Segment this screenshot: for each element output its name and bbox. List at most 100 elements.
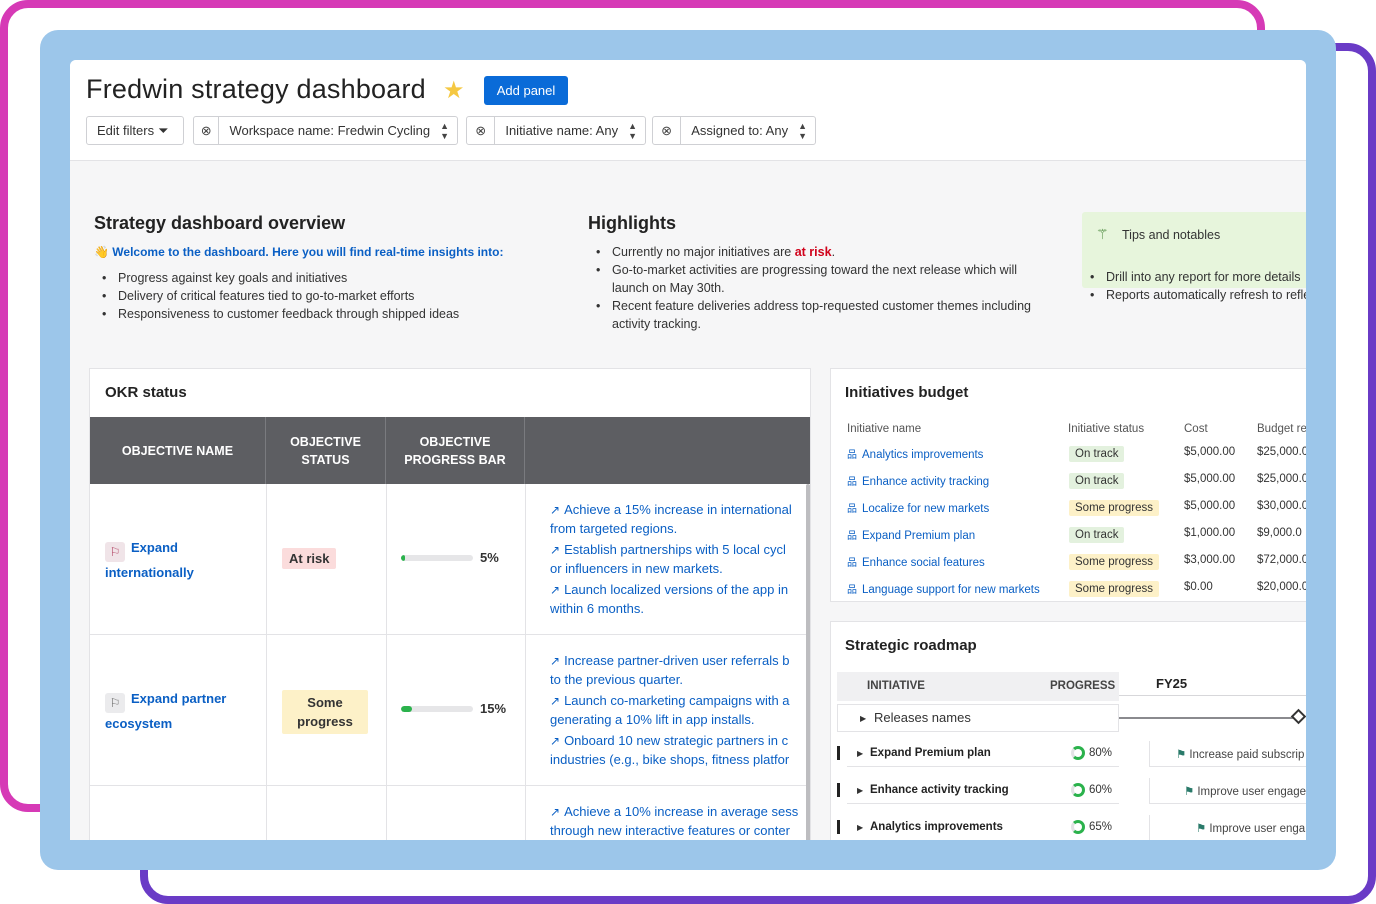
table-row: 品 Enhance social features Some progress $… [831, 548, 1306, 575]
period-label: FY25 [1156, 676, 1188, 691]
trend-up-icon: ↗ [550, 503, 561, 517]
col-cost[interactable]: Cost [1184, 423, 1208, 435]
progress-bar [401, 555, 473, 561]
page-title: Fredwin strategy dashboard [86, 74, 426, 104]
col-objective-status[interactable]: OBJECTIVE STATUS [266, 417, 386, 484]
initiatives-budget-panel: Initiatives budget Initiative name Initi… [830, 368, 1306, 602]
workspace-filter[interactable]: ⊗ Workspace name: Fredwin Cycling ▲ ▼ [193, 116, 458, 145]
key-result-link[interactable]: ↗ Increase partner-driven user referrals … [550, 653, 790, 687]
releases-row[interactable]: ▶ Releases names [837, 704, 1119, 732]
hierarchy-icon: 品 [847, 477, 857, 488]
edit-filters-label: Edit filters [97, 123, 155, 138]
list-item: Progress against key goals and initiativ… [94, 269, 459, 287]
list-item: Recent feature deliveries address top-re… [588, 297, 1068, 333]
goal-label[interactable]: ⚑ Improve user engage [1184, 786, 1306, 798]
column-divider [266, 484, 267, 840]
flag-icon: ⚐ [105, 542, 125, 562]
key-result-link[interactable]: ↗ Launch co-marketing campaigns with a gen… [550, 693, 790, 727]
progress-bar [401, 706, 473, 712]
caret-right-icon[interactable]: ▶ [857, 823, 864, 832]
status-badge: Some progress [1069, 581, 1159, 597]
initiative-name: Enhance activity tracking [870, 784, 1009, 796]
tips-list: Drill into any report for more details R… [1082, 268, 1306, 304]
table-row: ⚐ Expand internationally At risk 5% ↗ Achie… [90, 484, 810, 635]
col-budget[interactable]: Budget re [1257, 423, 1306, 435]
flag-icon: ⚑ [1196, 823, 1207, 835]
status-badge: Some progress [282, 690, 368, 734]
highlight-text: . [831, 245, 836, 259]
clear-circle-icon[interactable]: ⊗ [194, 117, 220, 144]
assigned-filter[interactable]: ⊗ Assigned to: Any ▲ ▼ [652, 116, 816, 145]
initiative-link[interactable]: 品 Language support for new markets [847, 584, 1040, 596]
trend-up-icon: ↗ [550, 583, 561, 597]
edit-filters-button[interactable]: Edit filters ⏷ [86, 116, 184, 145]
progress-fill [401, 555, 405, 561]
key-results-list: ↗ Increase partner-driven user referrals … [550, 652, 810, 772]
list-item: Go-to-market activities are progressing … [588, 261, 1068, 297]
col-initiative-name[interactable]: Initiative name [847, 423, 922, 435]
key-result-link[interactable]: ↗ Launch localized versions of the app in… [550, 582, 789, 616]
trend-up-icon: ↗ [550, 805, 561, 819]
period-divider [1119, 695, 1306, 696]
caret-right-icon[interactable]: ▶ [857, 749, 864, 758]
vertical-scrollbar[interactable] [806, 484, 810, 840]
milestone-diamond-icon[interactable] [1290, 708, 1306, 725]
goal-cell: ⚑ Increase paid subscrip [1149, 741, 1306, 767]
assigned-filter-label: Assigned to: Any [691, 123, 789, 138]
initiative-link[interactable]: 品 Expand Premium plan [847, 530, 976, 542]
add-panel-button[interactable]: Add panel [484, 76, 568, 105]
initiative-filter[interactable]: ⊗ Initiative name: Any ▲ ▼ [466, 116, 646, 145]
roadmap-row[interactable]: ▶ Analytics improvements 65% ⚑ Improve us… [837, 815, 1306, 840]
objective-link[interactable]: ⚐ Expand partner ecosystem [105, 691, 227, 731]
initiative-link[interactable]: 品 Enhance activity tracking [847, 476, 990, 488]
clear-circle-icon[interactable]: ⊗ [467, 117, 496, 144]
col-progress[interactable]: PROGRESS [1050, 680, 1116, 692]
initiative-link[interactable]: 品 Enhance social features [847, 557, 985, 569]
welcome-text: 👋 Welcome to the dashboard. Here you wil… [94, 245, 503, 259]
col-objective-name[interactable]: OBJECTIVE NAME [90, 417, 266, 484]
goal-label[interactable]: ⚑ Increase paid subscrip [1176, 749, 1305, 761]
col-initiative-status[interactable]: Initiative status [1068, 423, 1145, 435]
trend-up-icon: ↗ [550, 543, 561, 557]
flag-icon: ⚑ [1176, 749, 1187, 761]
goal-label[interactable]: ⚑ Improve user enga [1196, 823, 1306, 835]
star-icon[interactable]: ★ [443, 77, 465, 104]
col-objective-progress[interactable]: OBJECTIVE PROGRESS BAR [386, 417, 525, 484]
highlights-title: Highlights [588, 213, 676, 233]
objective-link[interactable]: ⚐ Expand internationally [105, 540, 194, 580]
column-divider [525, 484, 526, 840]
progress-percent: 80% [1089, 747, 1113, 759]
highlight-text: Recent feature deliveries address top-re… [612, 299, 1031, 313]
cost-value: $5,000.00 [1184, 473, 1236, 485]
key-result-link[interactable]: ↗ Achieve a 10% increase in average sess t… [550, 804, 799, 838]
hierarchy-icon: 品 [847, 585, 857, 596]
col-initiative[interactable]: INITIATIVE [867, 680, 925, 692]
caret-right-icon[interactable]: ▶ [860, 714, 867, 723]
roadmap-row[interactable]: ▶ Enhance activity tracking 60% ⚑ Improve… [837, 778, 1306, 804]
releases-label: Releases names [874, 710, 971, 725]
initiative-link[interactable]: 品 Localize for new markets [847, 503, 990, 515]
progress-ring-icon [1071, 746, 1085, 760]
caret-right-icon[interactable]: ▶ [857, 786, 864, 795]
workspace-filter-label: Workspace name: Fredwin Cycling [229, 123, 431, 138]
flag-icon: ⚐ [105, 693, 125, 713]
budget-value: $20,000.0 [1257, 581, 1306, 593]
key-result-link[interactable]: ↗ Achieve a 15% increase in international… [550, 502, 792, 536]
roadmap-row[interactable]: ▶ Expand Premium plan 80% ⚑ Increase paid… [837, 741, 1306, 767]
key-result-link[interactable]: ↗ Establish partnerships with 5 local cyc… [550, 542, 786, 576]
status-badge: On track [1069, 473, 1125, 489]
progress-percent: 15% [480, 701, 507, 716]
status-badge: At risk [282, 548, 337, 569]
progress-percent: 65% [1089, 821, 1113, 833]
progress-percent: 5% [480, 550, 499, 565]
initiative-filter-label: Initiative name: Any [505, 123, 619, 138]
overview-list: Progress against key goals and initiativ… [94, 269, 459, 323]
cost-value: $5,000.00 [1184, 446, 1236, 458]
initiative-link[interactable]: 品 Analytics improvements [847, 449, 984, 461]
key-results-list: ↗ Achieve a 10% increase in average sess t… [550, 803, 810, 840]
roadmap-cell: ▶ Enhance activity tracking 60% [847, 778, 1119, 804]
roadmap-cell: ▶ Expand Premium plan 80% [847, 741, 1119, 767]
at-risk-emphasis: at risk [794, 245, 832, 259]
clear-circle-icon[interactable]: ⊗ [653, 117, 682, 144]
